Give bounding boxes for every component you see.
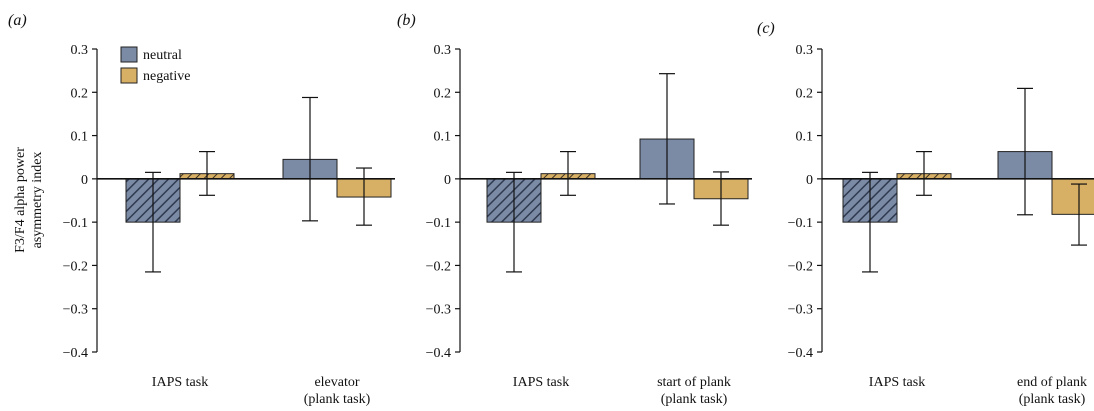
panel-label: (a)	[8, 12, 27, 29]
x-category-label: IAPS task	[869, 375, 925, 390]
y-tick-label: 0.3	[796, 43, 814, 58]
panel-1: (a) 0.3 0.2 0.1 0 −0.1 −0.2 −0.3 −0.4 IAPS task el…	[8, 12, 395, 407]
y-tick-label: −0.1	[788, 216, 813, 231]
x-category-label: elevator	[314, 375, 359, 390]
y-tick-label: 0.1	[434, 130, 452, 145]
y-tick-label: 0.1	[796, 130, 814, 145]
y-tick-label: −0.4	[426, 346, 451, 361]
y-tick-label: −0.3	[426, 303, 451, 318]
x-category-label: start of plank	[657, 375, 731, 390]
y-tick-label: −0.2	[788, 259, 813, 274]
y-tick-label: −0.4	[788, 346, 813, 361]
y-tick-label: −0.1	[63, 216, 88, 231]
legend-label-negative: negative	[143, 69, 190, 84]
x-category-label: (plank task)	[661, 392, 728, 406]
y-tick-label: −0.3	[63, 303, 88, 318]
panel-3: (c) 0.3 0.2 0.1 0 −0.1 −0.2 −0.3 −0.4 IAPS task en…	[757, 20, 1094, 407]
y-tick-label: −0.3	[788, 303, 813, 318]
y-tick-label: −0.2	[63, 259, 88, 274]
y-axis-title: F3/F4 alpha power	[13, 147, 28, 253]
y-axis-title: asymmetry index	[30, 152, 45, 249]
y-tick-label: 0.1	[71, 130, 89, 145]
legend-swatch-neutral	[120, 46, 138, 63]
x-category-label: (plank task)	[1019, 392, 1086, 406]
y-tick-label: 0.2	[434, 86, 452, 101]
y-tick-label: 0.2	[71, 86, 89, 101]
x-category-label: IAPS task	[152, 375, 208, 390]
y-tick-label: 0.3	[434, 43, 452, 58]
y-tick-label: 0	[444, 173, 451, 188]
y-tick-label: 0	[806, 173, 813, 188]
y-tick-label: 0.3	[71, 43, 89, 58]
y-tick-label: −0.1	[426, 216, 451, 231]
panel-label: (c)	[757, 20, 775, 37]
legend-label-neutral: neutral	[143, 48, 182, 63]
panel-label: (b)	[397, 12, 416, 29]
x-category-label: IAPS task	[513, 375, 569, 390]
panel-2: (b) 0.3 0.2 0.1 0 −0.1 −0.2 −0.3 −0.4 IAPS task st…	[397, 12, 752, 407]
y-tick-label: −0.2	[426, 259, 451, 274]
y-tick-label: −0.4	[63, 346, 88, 361]
y-tick-label: 0	[81, 173, 88, 188]
x-category-label: (plank task)	[304, 392, 371, 406]
bar-negative	[1051, 178, 1094, 215]
x-category-label: end of plank	[1017, 375, 1087, 390]
y-tick-label: 0.2	[796, 86, 814, 101]
legend-swatch-negative	[120, 67, 138, 84]
